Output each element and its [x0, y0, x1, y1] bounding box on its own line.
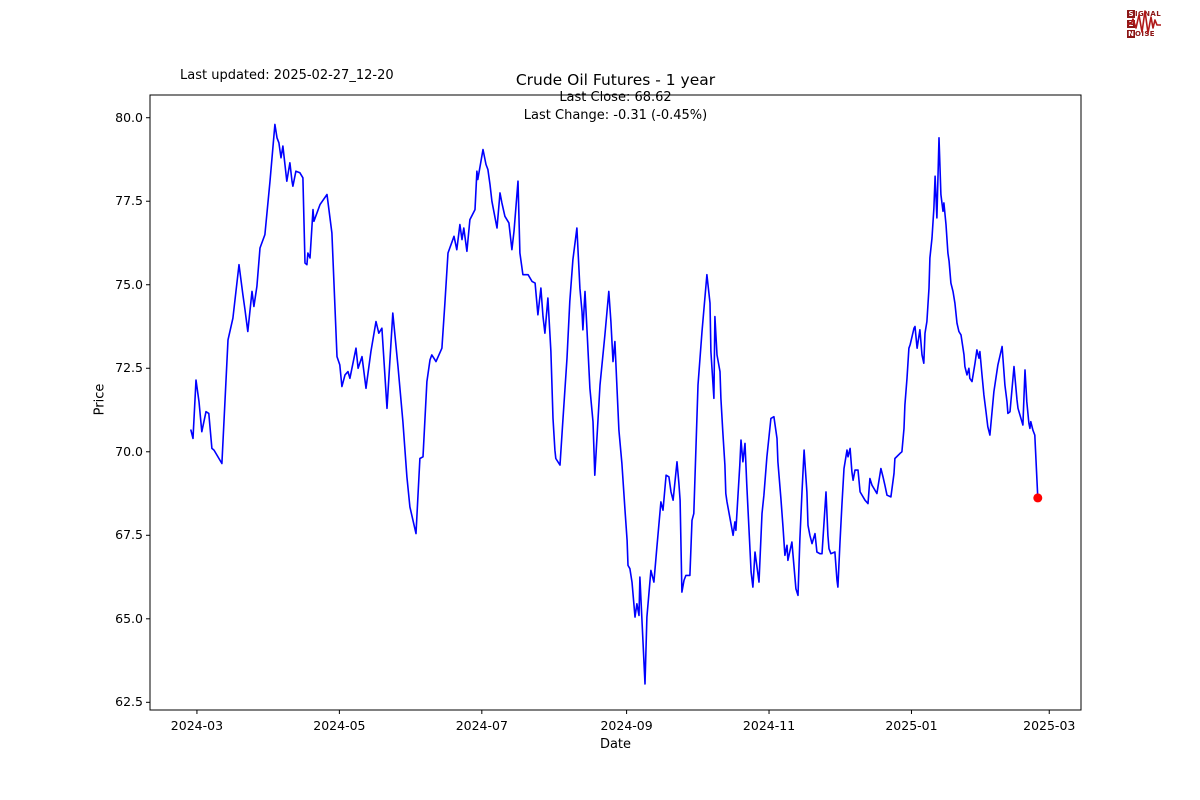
signal2noise-logo: S IGNAL 2 N OISE	[1126, 4, 1200, 44]
last-updated-note: Last updated: 2025-02-27_12-20	[180, 68, 394, 83]
x-tick-label: 2024-07	[455, 718, 508, 733]
y-tick-label: 65.0	[115, 610, 143, 626]
last-change-annotation: Last Change: -0.31 (-0.45%)	[523, 108, 708, 123]
logo-boxed-letter: N	[1127, 30, 1135, 38]
logo-row: N OISE	[1127, 30, 1161, 39]
y-tick-label: 77.5	[115, 193, 143, 209]
tick-marks	[146, 117, 1050, 714]
logo-boxed-letter: S	[1127, 10, 1135, 18]
waveform-icon	[1127, 10, 1161, 34]
logo-row: S IGNAL	[1127, 10, 1161, 19]
price-line	[190, 123, 1039, 685]
x-axis-label: Date	[599, 737, 632, 752]
x-tick-label: 2025-03	[1023, 718, 1076, 733]
y-tick-label: 70.0	[115, 443, 143, 459]
x-tick-label: 2024-03	[170, 718, 224, 733]
y-tick-label: 62.5	[115, 694, 143, 710]
last-price-dot	[1033, 493, 1043, 503]
x-tick-label: 2024-05	[313, 718, 366, 733]
chart-title: Crude Oil Futures - 1 year	[515, 71, 716, 89]
x-tick-label: 2025-01	[885, 718, 938, 733]
logo-row-text: OISE	[1135, 29, 1155, 38]
x-tick-label: 2024-11	[742, 718, 796, 733]
y-tick-label: 80.0	[115, 109, 143, 125]
y-tick-label: 67.5	[115, 527, 143, 543]
plot-border	[149, 94, 1082, 711]
x-tick-label: 2024-09	[600, 718, 653, 733]
y-tick-label: 75.0	[115, 276, 143, 292]
y-tick-label: 72.5	[115, 360, 143, 376]
last-close-annotation: Last Close: 68.62	[559, 90, 672, 105]
logo-row-text: IGNAL	[1135, 9, 1162, 18]
